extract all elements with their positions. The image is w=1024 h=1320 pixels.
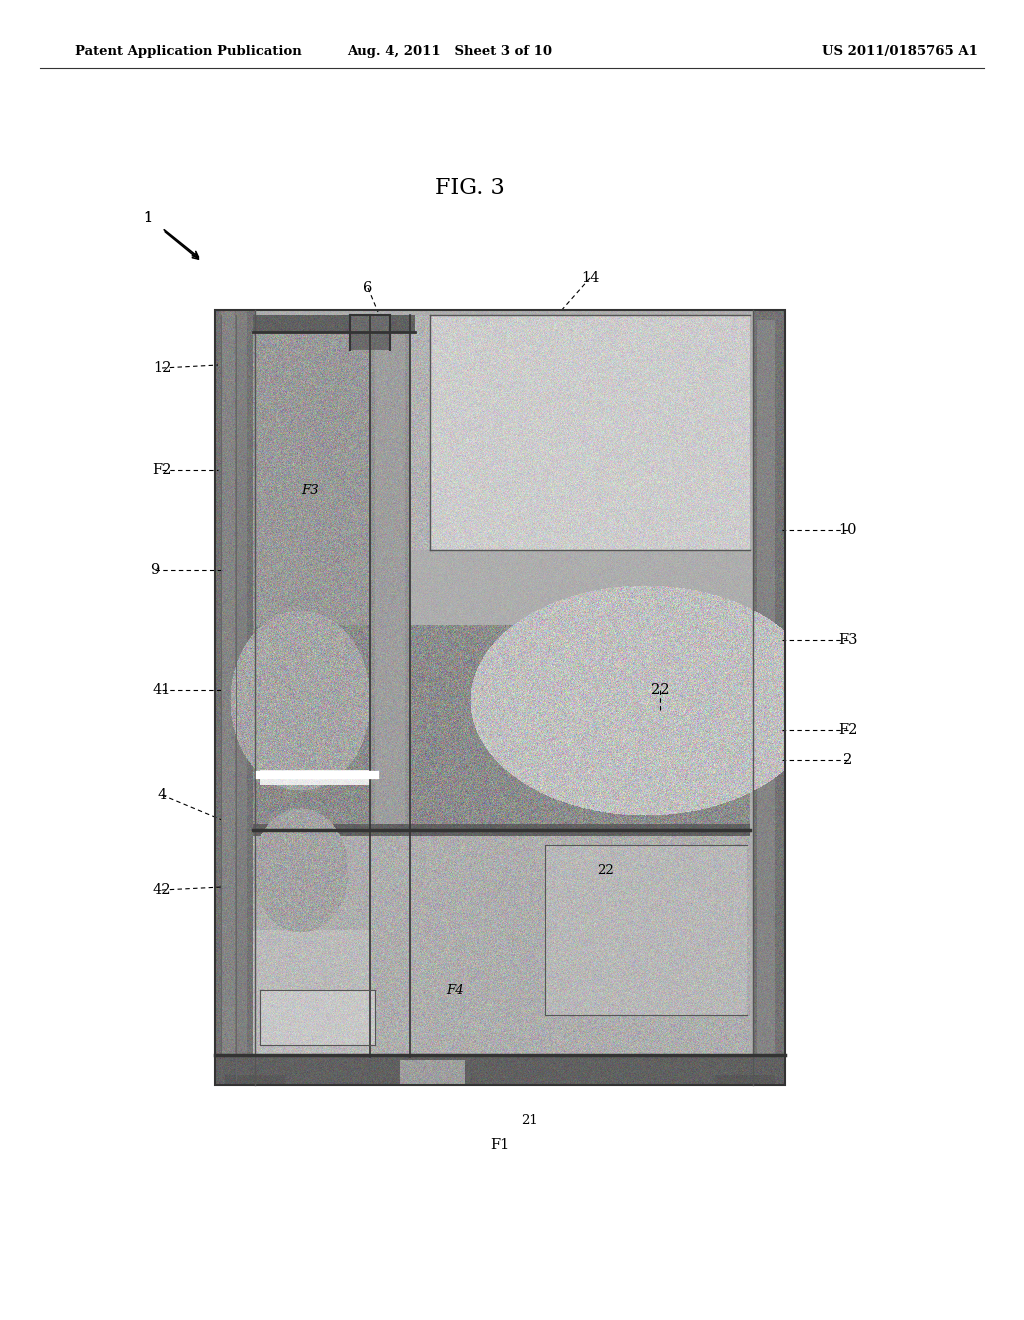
Text: 4: 4 — [158, 788, 167, 803]
Text: F2: F2 — [153, 463, 172, 477]
Text: 12: 12 — [153, 360, 171, 375]
Text: 9: 9 — [151, 564, 160, 577]
Text: 1: 1 — [143, 211, 153, 224]
Text: 42: 42 — [153, 883, 171, 898]
Text: 21: 21 — [521, 1114, 539, 1126]
Text: F1: F1 — [490, 1138, 510, 1152]
Text: 14: 14 — [581, 271, 599, 285]
Text: 1: 1 — [143, 211, 153, 224]
Text: F2: F2 — [839, 723, 858, 737]
Text: 22: 22 — [650, 682, 670, 697]
Text: F3: F3 — [301, 483, 318, 496]
Text: 22: 22 — [597, 863, 613, 876]
Text: 6: 6 — [364, 281, 373, 294]
Text: 41: 41 — [153, 682, 171, 697]
Text: F4: F4 — [446, 983, 464, 997]
Text: Patent Application Publication: Patent Application Publication — [75, 45, 302, 58]
Text: F3: F3 — [839, 634, 858, 647]
Text: 2: 2 — [844, 752, 853, 767]
Text: US 2011/0185765 A1: US 2011/0185765 A1 — [822, 45, 978, 58]
Text: 10: 10 — [839, 523, 857, 537]
Text: FIG. 3: FIG. 3 — [435, 177, 505, 199]
Text: Aug. 4, 2011   Sheet 3 of 10: Aug. 4, 2011 Sheet 3 of 10 — [347, 45, 553, 58]
Bar — [215, 310, 785, 1085]
